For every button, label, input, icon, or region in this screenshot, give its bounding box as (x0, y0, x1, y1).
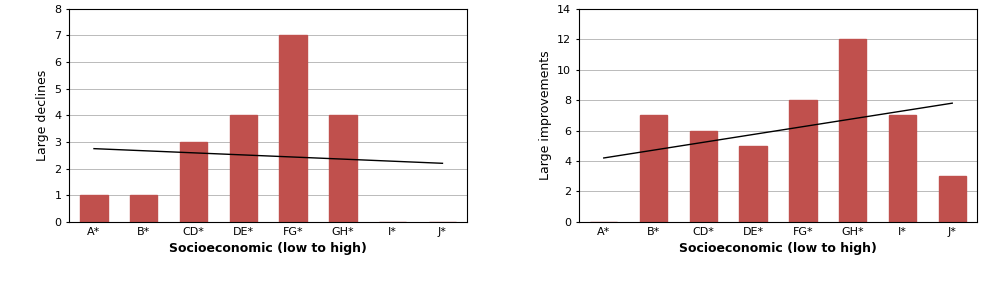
X-axis label: Socioeconomic (low to high): Socioeconomic (low to high) (678, 242, 876, 255)
Bar (739, 146, 766, 222)
Bar (789, 100, 815, 222)
Bar (329, 115, 356, 222)
Bar (80, 195, 107, 222)
Bar (230, 115, 256, 222)
X-axis label: Socioeconomic (low to high): Socioeconomic (low to high) (170, 242, 367, 255)
Bar (887, 115, 915, 222)
Y-axis label: Large improvements: Large improvements (538, 51, 551, 180)
Bar (179, 142, 207, 222)
Bar (279, 35, 307, 222)
Y-axis label: Large declines: Large declines (35, 70, 48, 161)
Bar (689, 131, 716, 222)
Bar (838, 39, 866, 222)
Bar (130, 195, 158, 222)
Bar (639, 115, 667, 222)
Bar (938, 176, 965, 222)
